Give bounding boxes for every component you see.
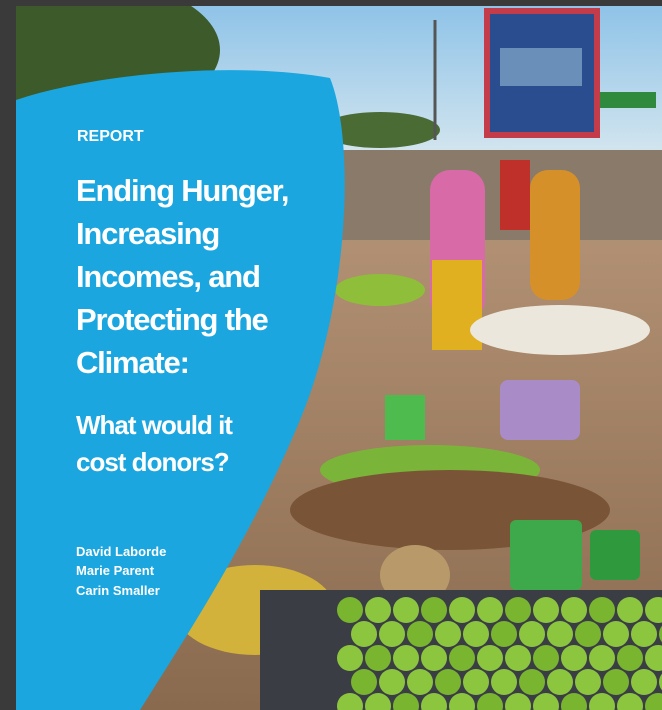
- lime: [477, 597, 503, 623]
- lime: [561, 597, 587, 623]
- title-line: Protecting the: [76, 302, 269, 337]
- lime: [351, 621, 377, 647]
- report-label: REPORT: [77, 128, 144, 145]
- lime: [337, 645, 363, 671]
- title-line: Increasing: [76, 216, 219, 251]
- lime: [435, 669, 461, 695]
- title-line: Climate:: [76, 345, 189, 380]
- report-cover: REPORT Ending Hunger, Increasing Incomes…: [0, 0, 662, 710]
- lime: [421, 597, 447, 623]
- author: Carin Smaller: [76, 583, 160, 598]
- lime: [533, 645, 559, 671]
- lime: [379, 669, 405, 695]
- lime: [351, 669, 377, 695]
- lime: [393, 645, 419, 671]
- title-line: Incomes, and: [76, 259, 260, 294]
- subtitle-line: What would it: [76, 410, 233, 440]
- lime: [575, 669, 601, 695]
- lime: [603, 669, 629, 695]
- lime: [421, 645, 447, 671]
- subtitle-line: cost donors?: [76, 447, 229, 477]
- lime: [407, 621, 433, 647]
- page: REPORT Ending Hunger, Increasing Incomes…: [0, 0, 662, 710]
- lime: [519, 669, 545, 695]
- lime: [631, 621, 657, 647]
- title-line: Ending Hunger,: [76, 173, 288, 208]
- lime: [547, 621, 573, 647]
- lime: [561, 645, 587, 671]
- lime: [379, 621, 405, 647]
- lime: [491, 669, 517, 695]
- lime: [589, 645, 615, 671]
- lime: [505, 597, 531, 623]
- lime: [505, 645, 531, 671]
- author: Marie Parent: [76, 563, 155, 578]
- lime: [603, 621, 629, 647]
- lime: [519, 621, 545, 647]
- lime: [547, 669, 573, 695]
- lime: [533, 597, 559, 623]
- lime: [617, 597, 643, 623]
- lime: [631, 669, 657, 695]
- lime: [491, 621, 517, 647]
- lime: [407, 669, 433, 695]
- lime: [435, 621, 461, 647]
- lime: [365, 597, 391, 623]
- lime: [463, 621, 489, 647]
- lime: [575, 621, 601, 647]
- lime: [337, 597, 363, 623]
- lime: [365, 645, 391, 671]
- lime: [589, 597, 615, 623]
- lime: [477, 645, 503, 671]
- lime: [463, 669, 489, 695]
- lime: [393, 597, 419, 623]
- lime: [449, 645, 475, 671]
- lime: [449, 597, 475, 623]
- lime: [617, 645, 643, 671]
- author: David Laborde: [76, 544, 166, 559]
